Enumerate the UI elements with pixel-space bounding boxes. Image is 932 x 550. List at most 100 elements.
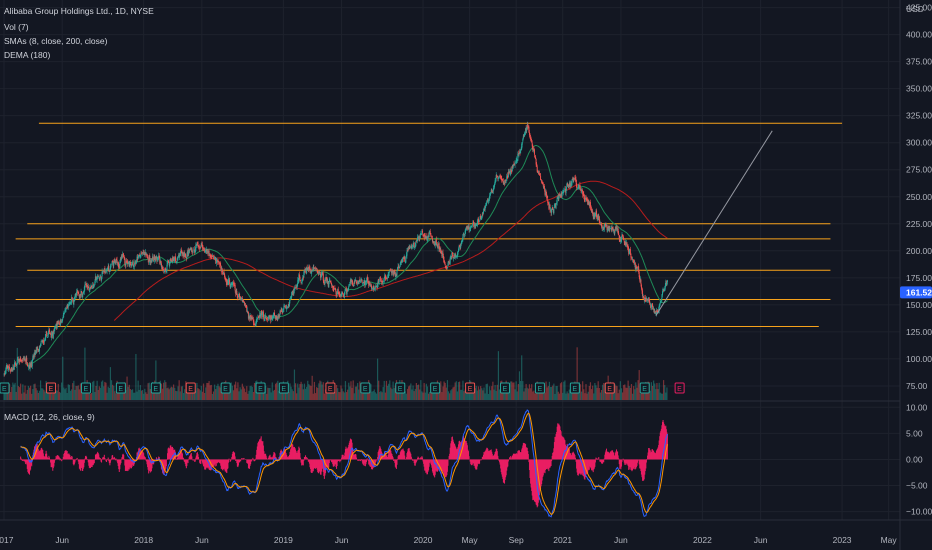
macd-histogram-bar: [582, 459, 584, 476]
candle-body: [512, 166, 514, 168]
dema-legend[interactable]: DEMA (180): [4, 50, 51, 60]
macd-histogram-bar: [303, 459, 305, 461]
macd-histogram-bar: [652, 450, 654, 460]
volume-bar: [110, 380, 113, 400]
candle-body: [502, 180, 504, 182]
macd-histogram-bar: [157, 458, 159, 460]
candle-body: [443, 259, 445, 263]
macd-histogram-bar: [40, 448, 42, 460]
candle-body: [93, 284, 95, 288]
macd-histogram-bar: [122, 453, 124, 460]
macd-histogram-bar: [183, 459, 185, 462]
candle-body: [624, 241, 626, 246]
chart-title-legend[interactable]: Alibaba Group Holdings Ltd., 1D, NYSE: [4, 6, 154, 16]
macd-histogram-bar: [113, 457, 115, 460]
volume-bar: [585, 384, 587, 400]
candle-body: [496, 175, 498, 176]
macd-legend[interactable]: MACD (12, 26, close, 9): [4, 412, 95, 422]
macd-histogram-bar: [100, 459, 102, 462]
candle-body: [642, 295, 644, 297]
earnings-marker-label: E: [223, 386, 228, 393]
macd-histogram-bar: [628, 459, 630, 470]
price-axis[interactable]: 75.00100.00125.00150.00175.00200.00225.0…: [906, 3, 932, 391]
candle-body: [34, 353, 36, 355]
macd-pane[interactable]: [20, 409, 668, 518]
volume-bar: [263, 392, 266, 400]
candle-body: [41, 340, 43, 342]
candle-body: [467, 225, 469, 229]
macd-histogram-bar: [399, 452, 401, 460]
candle-body: [9, 369, 11, 371]
candle-body: [641, 288, 643, 292]
candle-body: [259, 315, 261, 317]
macd-histogram-bar: [322, 459, 324, 468]
candle-body: [540, 180, 542, 182]
support-resistance-levels[interactable]: [15, 122, 843, 327]
macd-histogram-bar: [614, 452, 616, 460]
macd-histogram-bar: [418, 457, 420, 460]
macd-histogram-bar: [503, 459, 505, 484]
candle-body: [235, 290, 237, 294]
macd-histogram-bar: [609, 452, 611, 460]
time-axis[interactable]: 2017Jun2018Jun2019Jun2020MaySep2021Jun20…: [0, 535, 897, 545]
volume-bar: [148, 382, 150, 400]
candle-body: [532, 148, 534, 152]
macd-histogram-bar: [59, 459, 61, 461]
candle-body: [123, 254, 125, 256]
vol-legend[interactable]: Vol (7): [4, 22, 29, 32]
candle-body: [38, 346, 40, 352]
volume-bar: [665, 392, 667, 400]
candle-body: [124, 264, 126, 266]
macd-histogram-bar: [598, 457, 600, 460]
volume-bar: [623, 385, 625, 400]
candle-body: [495, 175, 497, 179]
candle-body: [195, 244, 197, 246]
candle-body: [304, 269, 306, 272]
earnings-marker: [569, 382, 580, 394]
candle-body: [428, 235, 430, 237]
sma-legend[interactable]: SMAs (8, close, 200, close): [4, 36, 108, 46]
candle-body: [358, 280, 360, 282]
candle-body: [262, 311, 264, 314]
macd-histogram-bar: [464, 440, 466, 460]
candle-body: [497, 177, 499, 179]
candle-body: [604, 224, 606, 226]
candle-body: [410, 246, 412, 248]
candle-body: [134, 262, 136, 265]
macd-histogram-bar: [283, 448, 285, 460]
volume-bar: [583, 389, 585, 400]
volume-bar: [24, 385, 26, 400]
candle-body: [634, 262, 636, 265]
macd-histogram-bar: [407, 451, 409, 460]
candle-body: [10, 370, 12, 371]
volume-bar: [249, 386, 251, 400]
macd-histogram-bar: [513, 453, 515, 460]
earnings-marker: [534, 382, 545, 394]
volume-bar: [174, 387, 176, 400]
volume-bar: [353, 393, 355, 400]
macd-histogram-bar: [466, 443, 468, 460]
candle-body: [607, 226, 609, 230]
macd-histogram-bar: [324, 459, 326, 476]
candle-body: [458, 245, 460, 250]
volume-bar: [541, 390, 543, 400]
macd-histogram-bar: [430, 459, 432, 466]
candle-body: [481, 216, 483, 219]
macd-histogram-bar: [99, 458, 101, 460]
candle-body: [555, 203, 557, 209]
candle-body: [214, 258, 216, 259]
candle-body: [647, 299, 649, 301]
volume-bar: [310, 386, 312, 400]
candle-body: [255, 321, 257, 324]
candle-body: [593, 214, 595, 217]
candle-body: [49, 333, 51, 334]
volume-bar: [374, 392, 376, 400]
macd-histogram-bar: [144, 457, 146, 460]
projection-trendline[interactable]: [655, 130, 773, 316]
volume-bar: [480, 386, 482, 400]
candlestick-series[interactable]: [3, 121, 668, 377]
macd-axis[interactable]: 10.005.000.00−5.00−10.00: [906, 402, 932, 516]
macd-histogram-bar: [249, 459, 251, 469]
